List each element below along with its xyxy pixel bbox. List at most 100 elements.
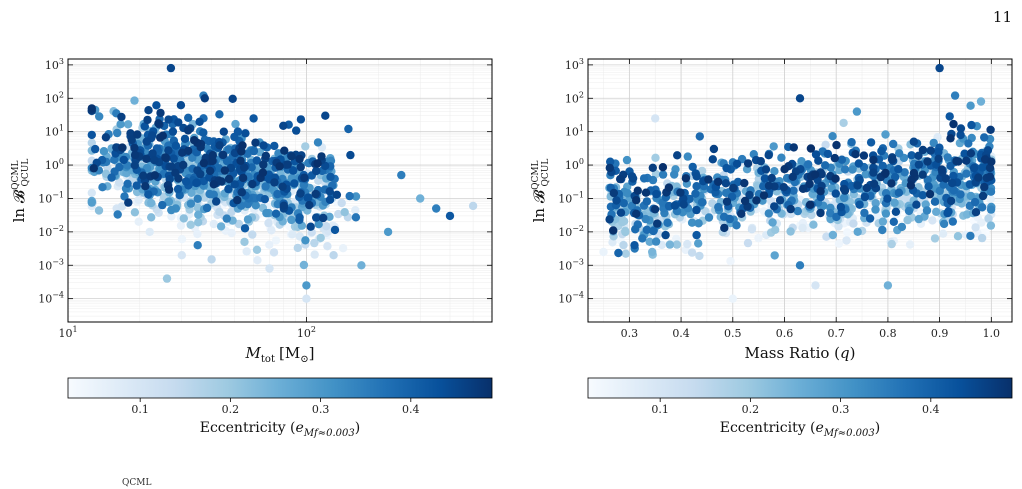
scatter-point xyxy=(944,207,953,216)
x-tick-label: 0.3 xyxy=(621,327,639,340)
scatter-point xyxy=(918,170,927,179)
scatter-point xyxy=(694,239,703,248)
scatter-point xyxy=(754,233,763,243)
plot-frame xyxy=(67,58,493,323)
scatter-point xyxy=(99,147,109,156)
scatter-point xyxy=(878,225,887,235)
scatter-point xyxy=(205,166,215,176)
scatter-point xyxy=(319,213,328,223)
scatter-point xyxy=(764,209,773,218)
scatter-point xyxy=(722,163,731,173)
scatter-point xyxy=(270,178,279,187)
scatter-point xyxy=(797,157,806,166)
scatter-point xyxy=(966,191,975,201)
scatter-point xyxy=(296,189,305,198)
y-tick-label: 10−3 xyxy=(38,257,64,272)
scatter-point xyxy=(894,165,903,174)
scatter-point xyxy=(238,141,247,150)
scatter-point xyxy=(759,191,769,200)
scatter-point xyxy=(164,197,174,206)
scatter-point xyxy=(964,139,973,148)
scatter-point xyxy=(805,179,814,189)
scatter-point xyxy=(978,203,987,212)
scatter-point xyxy=(240,163,249,172)
scatter-point xyxy=(725,214,734,224)
scatter-point xyxy=(638,234,647,243)
scatter-point xyxy=(115,178,124,187)
scatter-point xyxy=(816,192,825,202)
scatter-point xyxy=(290,179,299,188)
scatter-point xyxy=(605,163,614,173)
scatter-point xyxy=(445,211,455,221)
scatter-point xyxy=(351,206,360,215)
scatter-point xyxy=(123,179,132,188)
scatter-point xyxy=(695,251,704,261)
scatter-point xyxy=(788,172,797,181)
scatter-point xyxy=(985,172,995,181)
scatter-point xyxy=(948,178,957,188)
scatter-point xyxy=(946,161,955,171)
scatter-point xyxy=(747,225,757,234)
scatter-point xyxy=(651,153,660,162)
scatter-point xyxy=(809,220,818,229)
scatter-point xyxy=(238,173,248,183)
scatter-point xyxy=(94,206,104,215)
scatter-point xyxy=(890,172,900,182)
scatter-point xyxy=(852,107,862,116)
scatter-point xyxy=(692,205,701,215)
scatter-point xyxy=(692,172,701,181)
colorbar-tick-label: 0.4 xyxy=(402,403,420,416)
scatter-point xyxy=(193,241,202,250)
scatter-point xyxy=(987,157,996,166)
colorbar xyxy=(587,377,1013,399)
scatter-point xyxy=(130,208,140,217)
scatter-point xyxy=(124,198,133,207)
scatter-point xyxy=(314,220,323,229)
scatter-point xyxy=(243,215,253,224)
scatter-point xyxy=(752,196,761,205)
scatter-point xyxy=(357,261,366,270)
scatter-point xyxy=(859,151,869,160)
scatter-point xyxy=(147,131,157,140)
y-tick-label: 101 xyxy=(565,124,584,139)
scatter-point xyxy=(259,160,268,169)
scatter-point xyxy=(934,147,943,157)
scatter-point xyxy=(302,294,311,303)
scatter-point xyxy=(891,207,901,216)
scatter-point xyxy=(930,234,940,243)
scatter-point xyxy=(953,232,963,241)
scatter-point xyxy=(924,182,933,191)
scatter-point xyxy=(904,206,914,216)
scatter-point xyxy=(222,214,231,223)
scatter-point xyxy=(966,231,975,241)
plot-frame xyxy=(587,58,1013,323)
scatter-point xyxy=(960,149,969,158)
scatter-point xyxy=(928,216,937,225)
scatter-point xyxy=(633,186,642,195)
scatter-point xyxy=(816,208,825,218)
scatter-point xyxy=(851,150,860,159)
scatter-point xyxy=(658,163,668,172)
scatter-point xyxy=(966,149,976,158)
scatter-point xyxy=(806,144,816,153)
scatter-point xyxy=(150,156,159,165)
scatter-point xyxy=(871,205,880,214)
scatter-point xyxy=(252,245,262,254)
scatter-point xyxy=(280,146,289,155)
scatter-point xyxy=(894,188,904,197)
scatter-point xyxy=(704,175,713,184)
scatter-point xyxy=(895,149,904,158)
scatter-point xyxy=(977,233,987,243)
scatter-point xyxy=(729,183,738,193)
scatter-point xyxy=(834,239,844,248)
scatter-point xyxy=(922,206,932,215)
page-number: 11 xyxy=(992,8,1012,26)
scatter-point xyxy=(821,140,830,149)
scatter-point xyxy=(621,227,630,237)
scatter-point xyxy=(909,168,919,178)
scatter-point xyxy=(938,229,948,238)
scatter-point xyxy=(132,181,141,190)
scatter-point xyxy=(869,179,879,188)
scatter-point xyxy=(147,213,156,222)
